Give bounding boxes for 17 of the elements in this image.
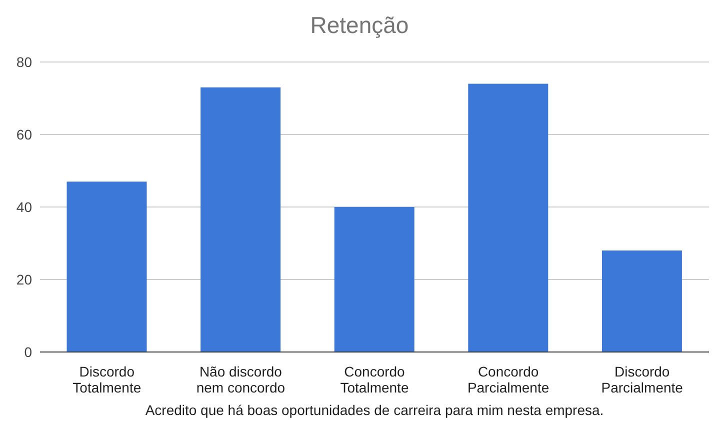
y-tick-label: 60: [16, 126, 32, 142]
y-tick-label: 0: [24, 344, 32, 360]
bar: [200, 87, 281, 352]
bar: [66, 182, 147, 352]
x-tick-label: Discordo Totalmente: [72, 364, 142, 396]
x-axis-title: Acredito que há boas oportunidades de carreira para mim nesta empresa.: [144, 402, 605, 418]
x-tick-label: Concordo Parcialmente: [467, 364, 550, 396]
bar: [334, 207, 414, 352]
y-tick-label: 80: [16, 54, 32, 70]
bar: [602, 250, 682, 352]
x-tick-label: Não discordo nem concordo: [196, 364, 286, 396]
y-tick-label: 20: [16, 271, 32, 288]
bar: [468, 84, 548, 352]
x-tick-label: Discordo Parcialmente: [601, 364, 684, 396]
y-tick-label: 40: [16, 198, 32, 215]
chart-title: Retenção: [309, 12, 410, 39]
x-tick-label: Concordo Totalmente: [340, 364, 409, 396]
